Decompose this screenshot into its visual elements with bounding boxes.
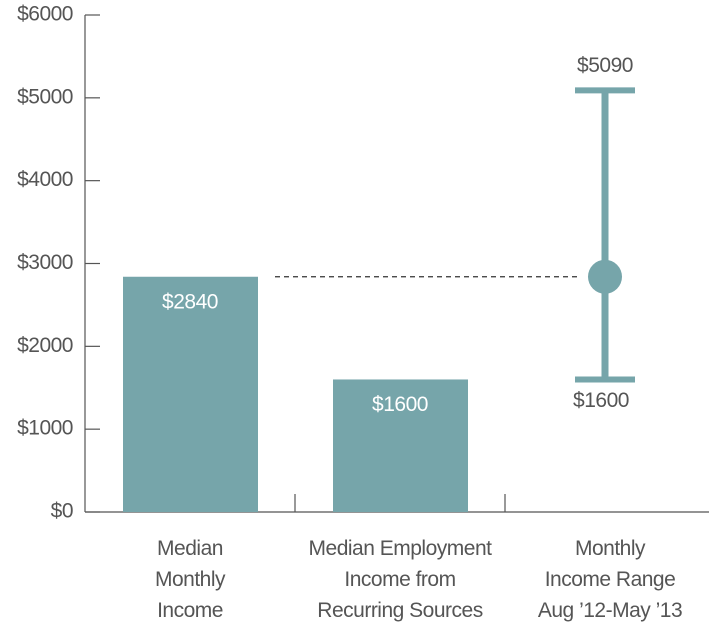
range-label-low: $1600 (573, 389, 629, 412)
x-tick-label: Median Employment Income from Recurring So… (309, 537, 493, 622)
y-tick-label: $1000 (17, 417, 73, 440)
x-tick-label-line: Income (157, 599, 223, 622)
y-tick-label: $2000 (17, 334, 73, 357)
x-tick-label-line: Recurring Sources (317, 599, 482, 622)
x-tick-label-line: Median (157, 537, 223, 560)
x-tick-label-line: Median Employment (309, 537, 493, 560)
bar (123, 276, 258, 512)
x-tick-label-line: Monthly (155, 568, 226, 591)
range-label-high: $5090 (577, 54, 633, 77)
y-tick-label: $5000 (17, 85, 73, 108)
x-tick-label: Median Monthly Income (155, 537, 226, 622)
y-tick-label: $3000 (17, 251, 73, 274)
bar (333, 379, 468, 512)
x-tick-label: Monthly Income Range Aug ’12-May ’13 (538, 537, 682, 622)
x-tick-label-line: Aug ’12-May ’13 (538, 599, 682, 622)
y-tick-label: $4000 (17, 168, 73, 191)
x-tick-label-line: Income from (344, 568, 455, 591)
x-tick-label-line: Income Range (545, 568, 676, 591)
y-tick-label: $6000 (17, 3, 73, 26)
y-tick-label: $0 (51, 500, 73, 523)
value-label: $2840 (162, 290, 218, 313)
x-tick-label-line: Monthly (575, 537, 646, 560)
range-median (588, 259, 622, 294)
value-label: $1600 (372, 393, 428, 416)
